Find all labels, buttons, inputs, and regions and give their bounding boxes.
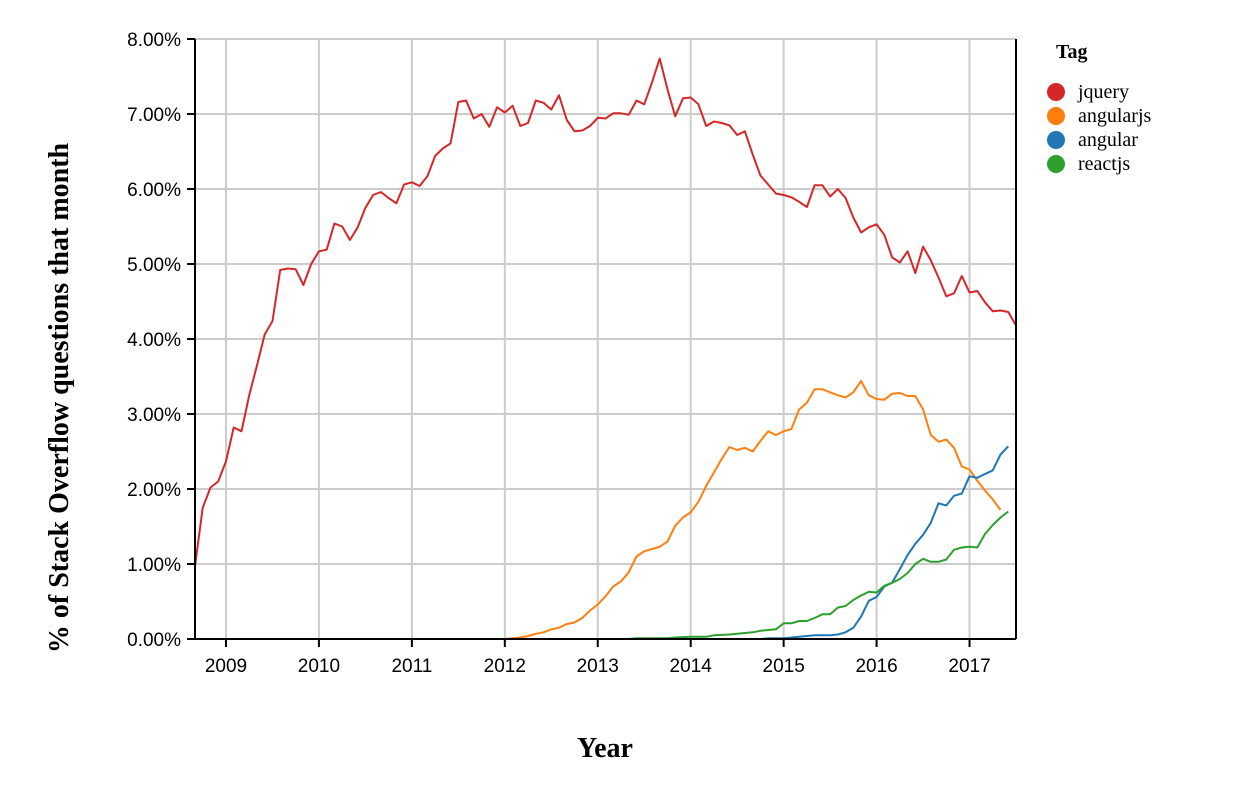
legend-label: angular <box>1078 129 1138 151</box>
legend-swatch <box>1047 155 1065 173</box>
y-tick-label: 7.00% <box>127 105 181 126</box>
legend-title: Tag <box>1056 41 1088 63</box>
x-tick-label: 2017 <box>948 656 990 677</box>
y-tick-label: 0.00% <box>127 630 181 651</box>
x-tick-label: 2014 <box>670 656 713 677</box>
legend-label: jquery <box>1077 81 1129 103</box>
series-line-angular <box>195 445 1010 640</box>
x-tick-label: 2012 <box>484 656 526 677</box>
legend-label: reactjs <box>1078 153 1130 175</box>
y-tick-label: 8.00% <box>127 30 181 51</box>
x-axis-ticks: 2009 2010 2011 2012 2013 2014 2015 2016 2017 <box>205 639 991 677</box>
series-line-angularjs <box>195 380 1002 640</box>
x-tick-label: 2013 <box>577 656 619 677</box>
x-tick-label: 2016 <box>855 656 897 677</box>
x-tick-label: 2015 <box>763 656 805 677</box>
x-tick-label: 2010 <box>298 656 340 677</box>
gridlines <box>195 38 1016 640</box>
series-line-reactjs <box>195 510 1009 640</box>
x-tick-label: 2009 <box>205 656 247 677</box>
y-tick-label: 3.00% <box>127 405 181 426</box>
y-tick-label: 1.00% <box>127 555 181 576</box>
legend-swatch <box>1047 83 1065 101</box>
series-line-jquery <box>194 57 1017 567</box>
y-axis-ticks: 0.00% 1.00% 2.00% 3.00% 4.00% 5.00% 6.00% 7.00%… <box>127 30 195 651</box>
y-axis-title: % of Stack Overflow questions that month <box>44 142 75 653</box>
x-tick-label: 2011 <box>391 656 432 677</box>
x-axis-title: Year <box>577 733 633 764</box>
legend-label: angularjs <box>1078 105 1152 127</box>
y-tick-label: 2.00% <box>127 480 181 501</box>
legend-item-jquery: jquery <box>1047 81 1129 103</box>
y-tick-label: 5.00% <box>127 255 181 276</box>
legend-item-reactjs: reactjs <box>1047 153 1130 175</box>
y-tick-label: 6.00% <box>127 180 181 201</box>
legend-swatch <box>1047 107 1065 125</box>
legend-item-angularjs: angularjs <box>1047 105 1152 127</box>
series-lines <box>194 57 1017 640</box>
legend-item-angular: angular <box>1047 129 1138 151</box>
y-tick-label: 4.00% <box>127 330 181 351</box>
legend-swatch <box>1047 131 1065 149</box>
